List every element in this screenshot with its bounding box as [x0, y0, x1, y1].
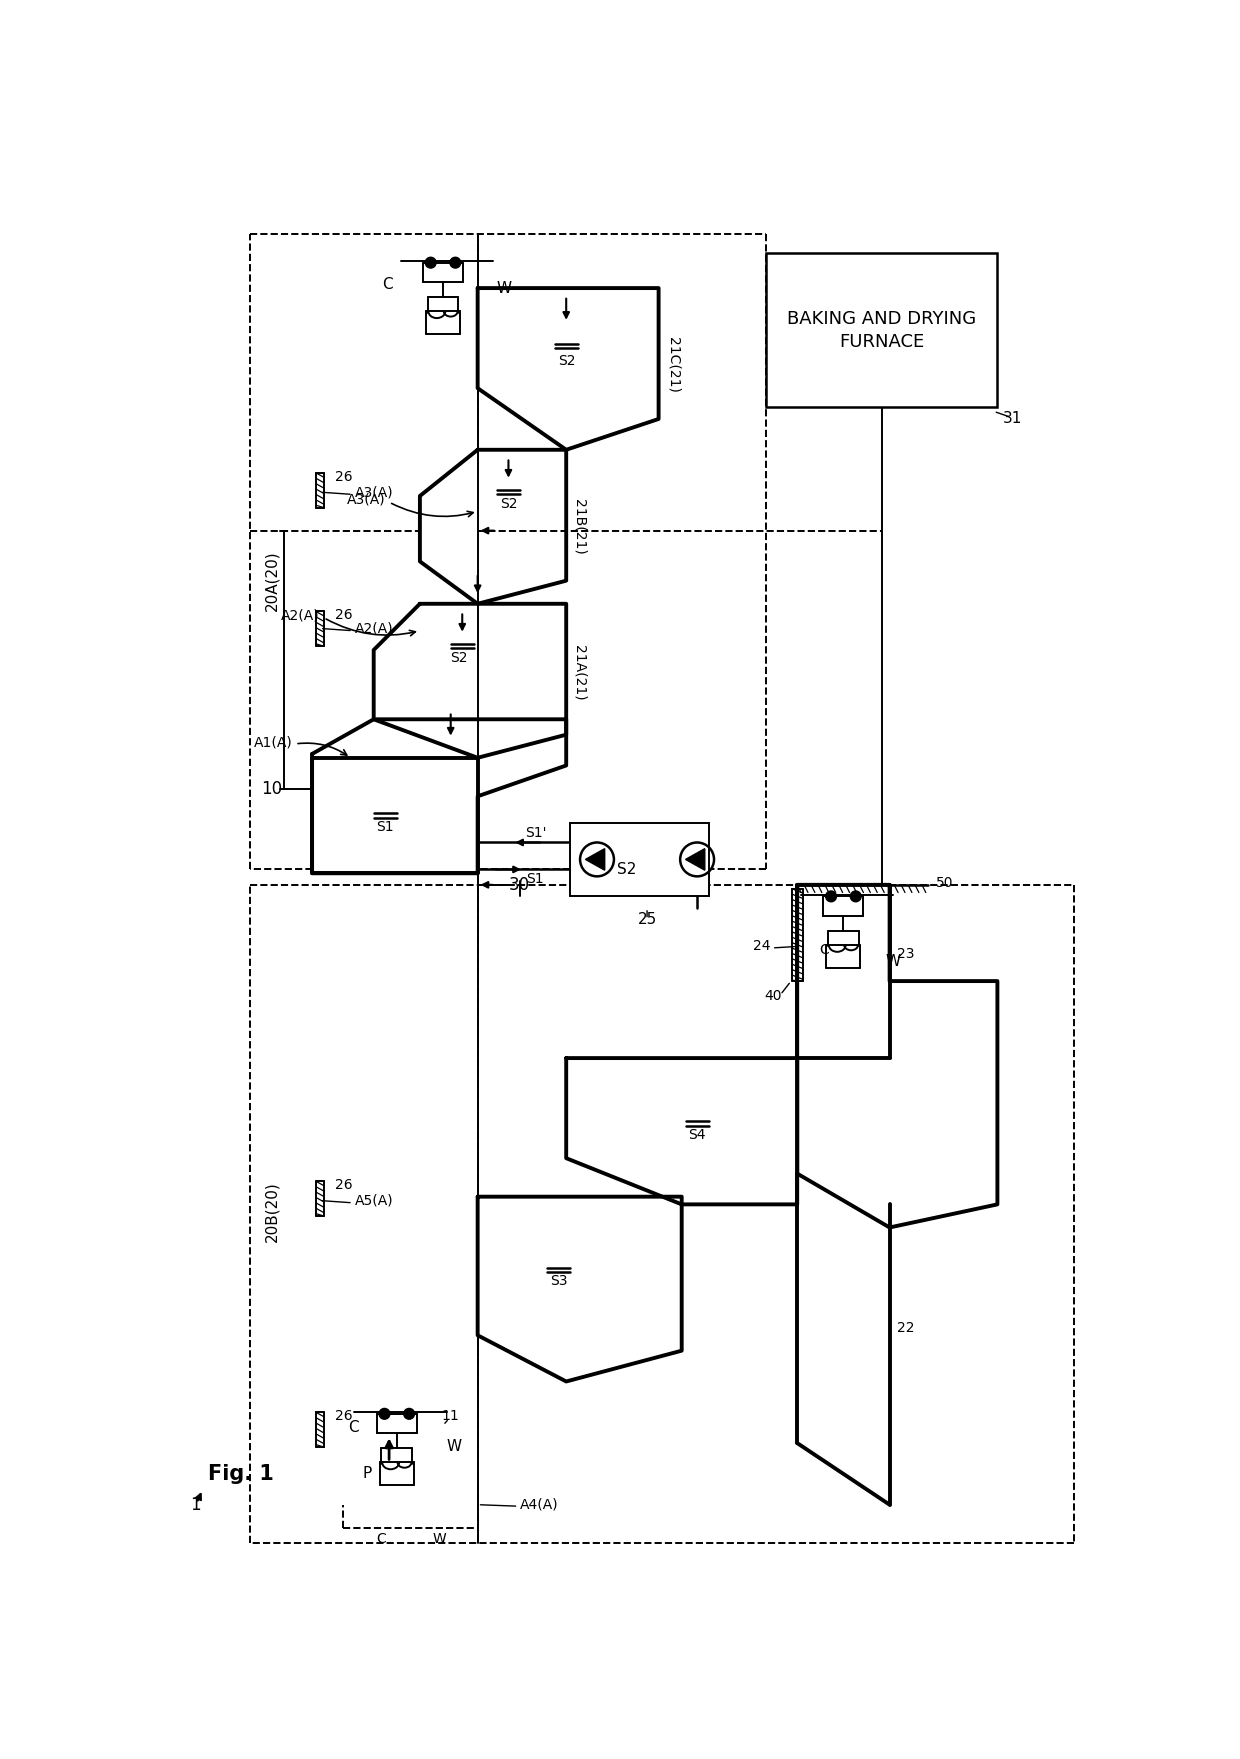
- Text: S1: S1: [527, 872, 544, 887]
- Bar: [823, 897, 863, 916]
- Circle shape: [379, 1409, 389, 1420]
- Text: 40: 40: [764, 990, 781, 1003]
- Circle shape: [851, 892, 861, 902]
- Text: S2: S2: [558, 354, 577, 368]
- Polygon shape: [477, 288, 658, 450]
- Text: S2: S2: [500, 496, 517, 510]
- Text: W: W: [885, 955, 901, 969]
- Text: 21B(21): 21B(21): [573, 500, 587, 554]
- Circle shape: [826, 892, 837, 902]
- Polygon shape: [567, 1059, 797, 1205]
- Text: S2: S2: [616, 862, 636, 878]
- Text: A3(A): A3(A): [355, 485, 393, 500]
- Text: W: W: [433, 1532, 446, 1546]
- Text: C: C: [347, 1420, 358, 1435]
- Text: S1': S1': [525, 827, 546, 841]
- Text: P: P: [363, 1467, 372, 1481]
- Bar: [766, 253, 997, 408]
- Text: A5(A): A5(A): [355, 1194, 393, 1207]
- Text: 24: 24: [753, 939, 770, 953]
- Text: 20A(20): 20A(20): [264, 551, 279, 610]
- Text: A1(A): A1(A): [254, 735, 293, 749]
- Text: A2(A): A2(A): [355, 621, 393, 635]
- Text: 26: 26: [335, 1179, 353, 1193]
- Text: S2: S2: [450, 651, 467, 665]
- Text: W: W: [497, 281, 512, 296]
- Text: 22: 22: [898, 1321, 915, 1335]
- Text: C: C: [377, 1532, 387, 1546]
- Circle shape: [404, 1409, 414, 1420]
- Text: W: W: [446, 1439, 463, 1455]
- Text: A4(A): A4(A): [520, 1497, 559, 1511]
- Bar: [377, 1414, 417, 1434]
- Text: 26: 26: [335, 609, 353, 623]
- Text: FURNACE: FURNACE: [839, 332, 925, 352]
- Text: 20B(20): 20B(20): [264, 1182, 279, 1242]
- Text: 21C(21): 21C(21): [666, 338, 681, 392]
- Bar: [570, 823, 708, 897]
- Circle shape: [450, 257, 461, 267]
- Text: 21A(21): 21A(21): [573, 646, 587, 700]
- Text: 11: 11: [441, 1409, 460, 1423]
- Bar: [423, 262, 463, 281]
- Text: C: C: [382, 276, 393, 292]
- Text: Fig. 1: Fig. 1: [208, 1463, 274, 1485]
- Polygon shape: [585, 848, 605, 871]
- Polygon shape: [420, 450, 567, 603]
- Polygon shape: [686, 848, 704, 871]
- Text: S3: S3: [549, 1274, 567, 1288]
- Text: S4: S4: [688, 1128, 706, 1142]
- Text: 30: 30: [508, 876, 529, 894]
- Text: 10: 10: [262, 779, 283, 797]
- Text: 26: 26: [335, 470, 353, 484]
- Text: C: C: [820, 943, 830, 957]
- Text: 23: 23: [898, 946, 915, 960]
- Text: 31: 31: [1003, 412, 1023, 426]
- Text: A2(A): A2(A): [281, 609, 320, 623]
- Polygon shape: [312, 758, 477, 872]
- Polygon shape: [373, 603, 567, 758]
- Polygon shape: [477, 1196, 682, 1381]
- Circle shape: [425, 257, 436, 267]
- Text: 50: 50: [936, 876, 954, 890]
- Text: S1: S1: [377, 820, 394, 834]
- Text: BAKING AND DRYING: BAKING AND DRYING: [787, 310, 976, 327]
- Polygon shape: [312, 719, 567, 872]
- Text: 1: 1: [190, 1495, 201, 1514]
- Text: 26: 26: [335, 1409, 353, 1423]
- Text: 25: 25: [637, 911, 657, 927]
- Text: A3(A): A3(A): [347, 493, 386, 507]
